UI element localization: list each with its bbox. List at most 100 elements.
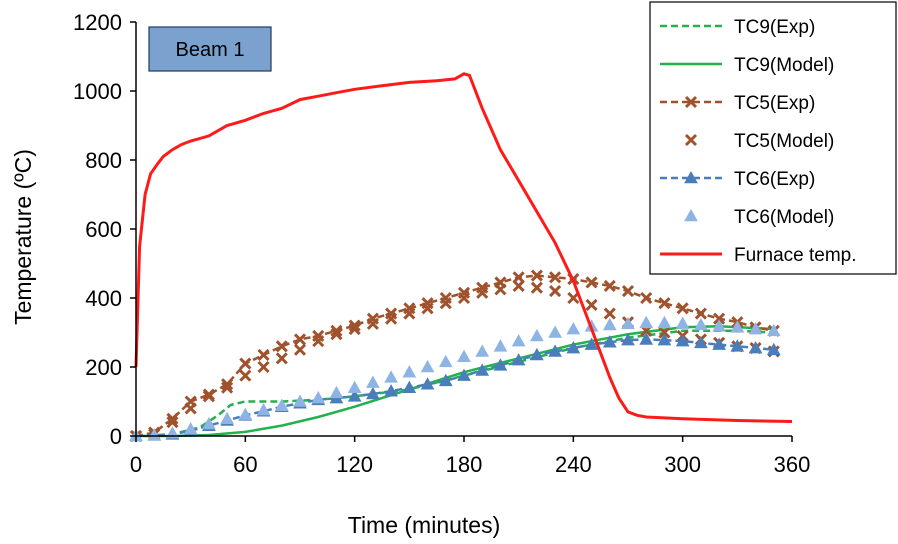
point-tc6-model xyxy=(766,323,781,337)
point-tc6-model xyxy=(402,365,417,378)
point-tc6-model xyxy=(675,316,690,329)
point-tc5-exp xyxy=(221,378,234,391)
point-tc5-model xyxy=(184,402,197,415)
point-tc6-model xyxy=(694,317,708,331)
point-tc5-model xyxy=(293,343,307,356)
y-tick-label: 400 xyxy=(85,286,122,311)
x-tick-label: 360 xyxy=(774,452,811,477)
y-tick-label: 0 xyxy=(110,424,122,449)
legend-item-tc6-model: TC6(Model) xyxy=(684,207,834,228)
point-tc6-model xyxy=(238,407,253,420)
point-tc6-model xyxy=(329,385,344,399)
point-tc6-model xyxy=(548,325,562,338)
point-tc6-exp xyxy=(730,339,745,352)
plot-area xyxy=(129,72,793,443)
point-tc5-exp xyxy=(603,279,616,292)
annotation-box xyxy=(148,26,272,72)
legend-marker-tc5-model xyxy=(684,133,698,147)
point-tc5-model xyxy=(275,352,288,365)
point-tc6-exp xyxy=(475,363,490,376)
y-tick-label: 1200 xyxy=(73,10,122,35)
point-tc5-exp xyxy=(658,297,671,310)
point-tc6-exp xyxy=(584,337,599,350)
point-tc6-exp xyxy=(530,347,544,361)
point-tc5-model xyxy=(239,369,252,382)
legend-marker-tc6-model xyxy=(684,208,698,222)
point-tc5-model xyxy=(330,328,343,341)
point-tc5-model xyxy=(202,390,215,403)
legend-label-tc6-exp: TC6(Exp) xyxy=(734,169,815,190)
y-axis-title: Temperature (ºC) xyxy=(10,149,36,325)
legend-label-tc5-exp: TC5(Exp) xyxy=(734,93,815,114)
legend-label-tc9-exp: TC9(Exp) xyxy=(734,17,815,38)
point-tc5-model xyxy=(567,291,580,305)
point-tc6-model xyxy=(256,403,271,416)
point-tc5-model xyxy=(585,298,598,311)
point-tc5-model xyxy=(530,281,543,294)
x-tick-label: 120 xyxy=(336,452,373,477)
x-tick-label: 240 xyxy=(555,452,592,477)
point-tc6-model xyxy=(202,416,216,430)
point-tc6-model xyxy=(475,344,490,357)
point-tc5-exp xyxy=(293,333,307,346)
point-tc6-model xyxy=(748,322,763,335)
legend-label-furnace-temp: Furnace temp. xyxy=(734,245,857,266)
point-tc6-model xyxy=(293,394,307,407)
point-tc5-exp xyxy=(585,276,598,289)
x-axis-title: Time (minutes) xyxy=(348,512,501,538)
annotation-label: Beam 1 xyxy=(176,39,245,61)
point-tc5-exp xyxy=(239,357,252,370)
point-tc6-model xyxy=(657,315,672,329)
point-tc5-model xyxy=(494,283,507,296)
point-tc5-model xyxy=(385,312,398,325)
point-tc6-exp xyxy=(748,340,763,354)
point-tc5-exp xyxy=(549,271,562,284)
point-tc6-exp xyxy=(438,373,453,387)
point-tc5-exp xyxy=(621,285,635,298)
point-tc6-model xyxy=(347,380,362,393)
point-tc6-exp xyxy=(384,384,398,397)
point-tc5-model xyxy=(366,317,379,330)
point-tc5-model xyxy=(476,286,489,299)
legend-item-tc6-exp: TC6(Exp) xyxy=(660,169,815,190)
point-tc6-model xyxy=(147,428,162,441)
point-tc5-exp xyxy=(275,340,288,353)
point-tc6-model xyxy=(384,370,398,383)
series-line-tc5-exp xyxy=(135,274,775,438)
point-tc6-model xyxy=(730,320,745,333)
point-tc6-model xyxy=(511,334,526,347)
point-tc6-model xyxy=(366,375,380,388)
x-tick-label: 300 xyxy=(664,452,701,477)
legend-label-tc6-model: TC6(Model) xyxy=(734,207,834,228)
point-tc6-model xyxy=(621,316,635,330)
legend-item-tc9-model: TC9(Model) xyxy=(660,55,834,76)
point-tc6-exp xyxy=(639,332,654,345)
point-tc5-exp xyxy=(640,291,653,305)
point-tc6-model xyxy=(438,354,453,368)
point-tc5-model xyxy=(421,302,434,315)
point-tc5-model xyxy=(403,307,416,320)
point-tc5-model xyxy=(348,322,361,336)
point-tc6-exp xyxy=(402,380,417,393)
axes: 0 200 400 600 800 1000 1200 0 60 120 180 240 300 360 T… xyxy=(10,10,810,538)
point-tc6-exp xyxy=(457,368,471,381)
x-tick-label: 180 xyxy=(446,452,483,477)
point-tc5-model xyxy=(221,381,234,394)
point-tc5-model xyxy=(439,297,452,310)
legend: TC9(Exp) TC9(Model) TC5(Exp) TC5(Model) TC6(… xyxy=(649,1,897,275)
point-tc5-model xyxy=(312,335,325,348)
point-tc6-exp xyxy=(493,358,508,371)
point-tc6-model xyxy=(220,411,234,425)
x-tick-label: 0 xyxy=(130,452,142,477)
point-tc6-exp xyxy=(712,337,726,350)
point-tc6-model xyxy=(566,322,581,335)
point-tc6-exp xyxy=(566,340,581,354)
point-tc5-exp xyxy=(348,319,361,332)
x-tick-label: 60 xyxy=(233,452,257,477)
series-furnace-temp xyxy=(134,72,793,423)
y-tick-label: 200 xyxy=(85,355,122,380)
point-tc5-model xyxy=(549,285,562,298)
point-tc5-model xyxy=(166,416,179,429)
legend-label-tc9-model: TC9(Model) xyxy=(734,55,834,76)
legend-label-tc5-model: TC5(Model) xyxy=(734,131,834,152)
